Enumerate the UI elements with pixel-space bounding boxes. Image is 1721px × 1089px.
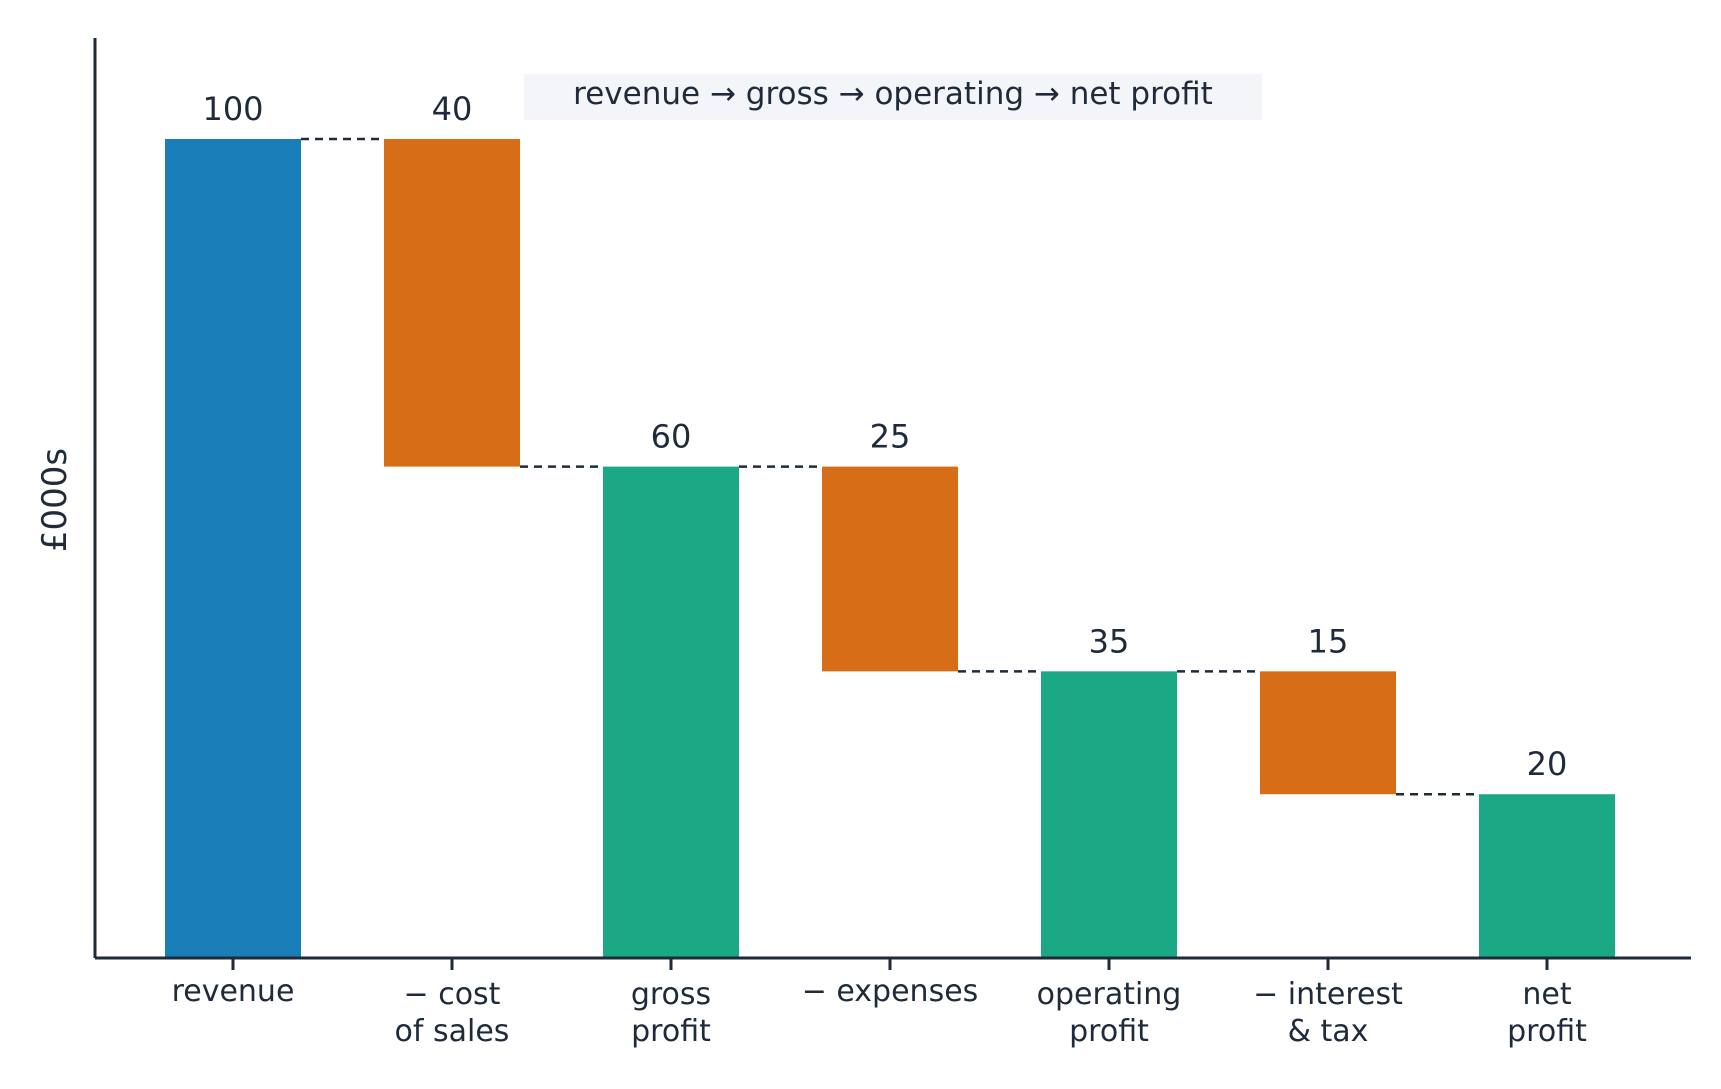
x-tick-label-5: − interest & tax (1253, 977, 1403, 1049)
chart-title: revenue → gross → operating → net profit (573, 76, 1213, 112)
title-background (524, 74, 1262, 120)
bar-0 (165, 139, 301, 958)
x-tick-label-6: net profit (1507, 977, 1587, 1049)
value-label-5: 15 (1308, 622, 1349, 660)
x-tick-label-0: revenue (172, 974, 295, 1009)
x-tick-label-6-line-0: net (1522, 977, 1571, 1012)
x-tick-label-1-line-1: of sales (395, 1014, 510, 1049)
x-tick-label-6-line-1: profit (1507, 1014, 1587, 1049)
x-tick-label-1-line-0: − cost (404, 977, 501, 1012)
value-label-3: 25 (870, 418, 911, 456)
x-tick-label-2-line-0: gross (631, 977, 711, 1012)
value-label-4: 35 (1089, 622, 1130, 660)
value-label-1: 40 (432, 90, 473, 128)
x-tick-label-4: operating profit (1037, 977, 1182, 1049)
bar-4 (1041, 671, 1177, 958)
bar-5 (1260, 671, 1396, 795)
x-tick-label-3-line-0: − expenses (802, 974, 979, 1009)
value-label-0: 100 (202, 90, 263, 128)
bar-6 (1479, 794, 1615, 958)
x-tick-label-3: − expenses (802, 974, 979, 1009)
value-label-6: 20 (1527, 745, 1568, 783)
y-axis-label: £000s (35, 448, 75, 552)
x-tick-label-4-line-1: profit (1069, 1014, 1149, 1049)
x-tick-label-4-line-0: operating (1037, 977, 1182, 1012)
value-label-2: 60 (651, 418, 692, 456)
bar-1 (384, 139, 520, 467)
x-tick-label-2-line-1: profit (631, 1014, 711, 1049)
x-tick-label-0-line-0: revenue (172, 974, 295, 1009)
bar-2 (603, 466, 739, 958)
x-tick-label-2: gross profit (631, 977, 711, 1049)
x-tick-label-1: − cost of sales (395, 977, 510, 1049)
bar-3 (822, 466, 958, 672)
x-tick-label-5-line-1: & tax (1288, 1014, 1369, 1049)
x-tick-label-5-line-0: − interest (1253, 977, 1403, 1012)
bars-layer (165, 139, 1615, 958)
value-labels-layer: 100 40 60 25 35 15 20 (202, 90, 1567, 783)
